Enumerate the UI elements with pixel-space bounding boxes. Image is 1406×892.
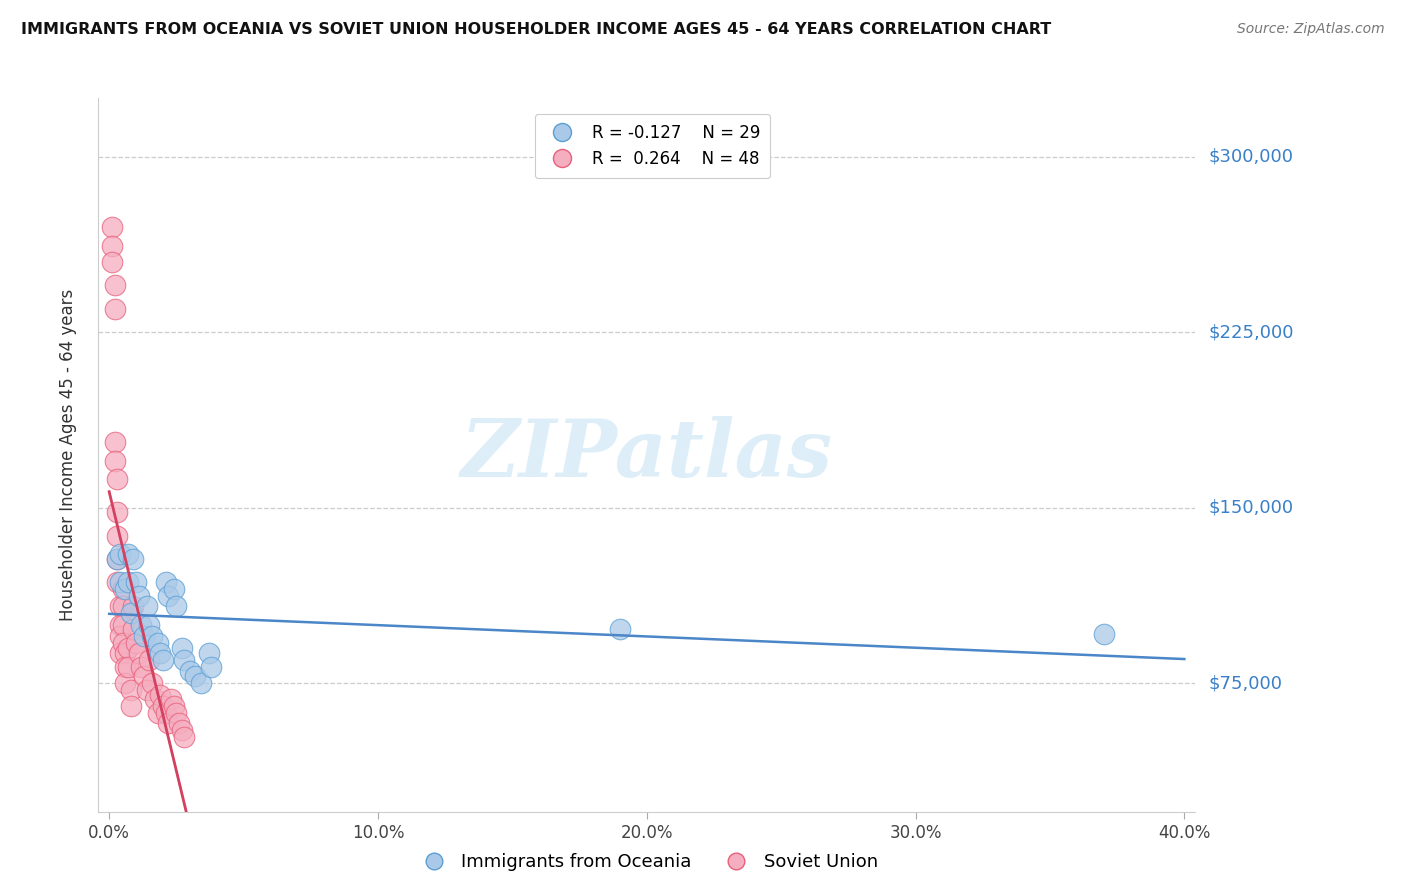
Point [165,599,187,613]
Point [173,730,195,744]
Text: $225,000: $225,000 [1209,323,1294,341]
Point [105,528,128,542]
Point [165,706,187,721]
Point [184,669,207,683]
Y-axis label: Householder Income Ages 45 - 64 years: Householder Income Ages 45 - 64 years [59,289,77,621]
Point [105,505,128,519]
Point [152,653,174,667]
Text: $75,000: $75,000 [1209,674,1282,692]
Point [135,599,157,613]
Point [108,617,131,632]
Legend: Immigrants from Oceania, Soviet Union: Immigrants from Oceania, Soviet Union [409,847,884,879]
Point [125,575,148,590]
Text: $300,000: $300,000 [1209,147,1294,166]
Point [163,699,186,714]
Point [108,575,131,590]
Point [157,590,180,604]
Point [157,715,180,730]
Point [114,582,136,597]
Text: ZIPatlas: ZIPatlas [461,417,832,493]
Point [103,301,125,316]
Point [143,692,166,706]
Text: IMMIGRANTS FROM OCEANIA VS SOVIET UNION HOUSEHOLDER INCOME AGES 45 - 64 YEARS CO: IMMIGRANTS FROM OCEANIA VS SOVIET UNION … [21,22,1052,37]
Point [138,653,160,667]
Point [111,582,134,597]
Point [122,599,145,613]
Point [101,238,124,252]
Point [103,454,125,468]
Point [170,723,193,737]
Point [122,622,145,636]
Point [114,646,136,660]
Legend: R = -0.127    N = 29, R =  0.264    N = 48: R = -0.127 N = 29, R = 0.264 N = 48 [536,113,770,178]
Point [108,599,131,613]
Point [108,547,131,561]
Point [114,676,136,690]
Point [141,676,163,690]
Point [122,552,145,566]
Point [149,646,172,660]
Point [120,606,142,620]
Point [141,629,163,643]
Point [101,219,124,234]
Point [111,617,134,632]
Point [155,706,177,721]
Point [105,575,128,590]
Point [138,617,160,632]
Point [173,653,195,667]
Point [108,629,131,643]
Point [105,552,128,566]
Point [117,640,139,655]
Point [160,692,183,706]
Point [1092,627,1115,641]
Point [135,683,157,698]
Point [155,575,177,590]
Point [131,659,153,673]
Point [152,699,174,714]
Point [105,552,128,566]
Point [163,582,186,597]
Point [117,547,139,561]
Point [131,617,153,632]
Point [111,599,134,613]
Point [111,636,134,650]
Point [132,669,156,683]
Point [146,636,169,650]
Point [128,590,150,604]
Point [609,622,631,636]
Point [190,676,212,690]
Point [103,278,125,293]
Point [125,636,148,650]
Point [179,665,201,679]
Point [149,688,172,702]
Point [132,629,156,643]
Point [128,646,150,660]
Point [120,683,142,698]
Text: $150,000: $150,000 [1209,499,1294,516]
Point [105,473,128,487]
Point [114,659,136,673]
Point [103,435,125,450]
Point [197,646,219,660]
Point [101,255,124,269]
Text: Source: ZipAtlas.com: Source: ZipAtlas.com [1237,22,1385,37]
Point [170,640,193,655]
Point [117,659,139,673]
Point [167,715,190,730]
Point [120,699,142,714]
Point [200,659,222,673]
Point [146,706,169,721]
Point [117,575,139,590]
Point [108,646,131,660]
